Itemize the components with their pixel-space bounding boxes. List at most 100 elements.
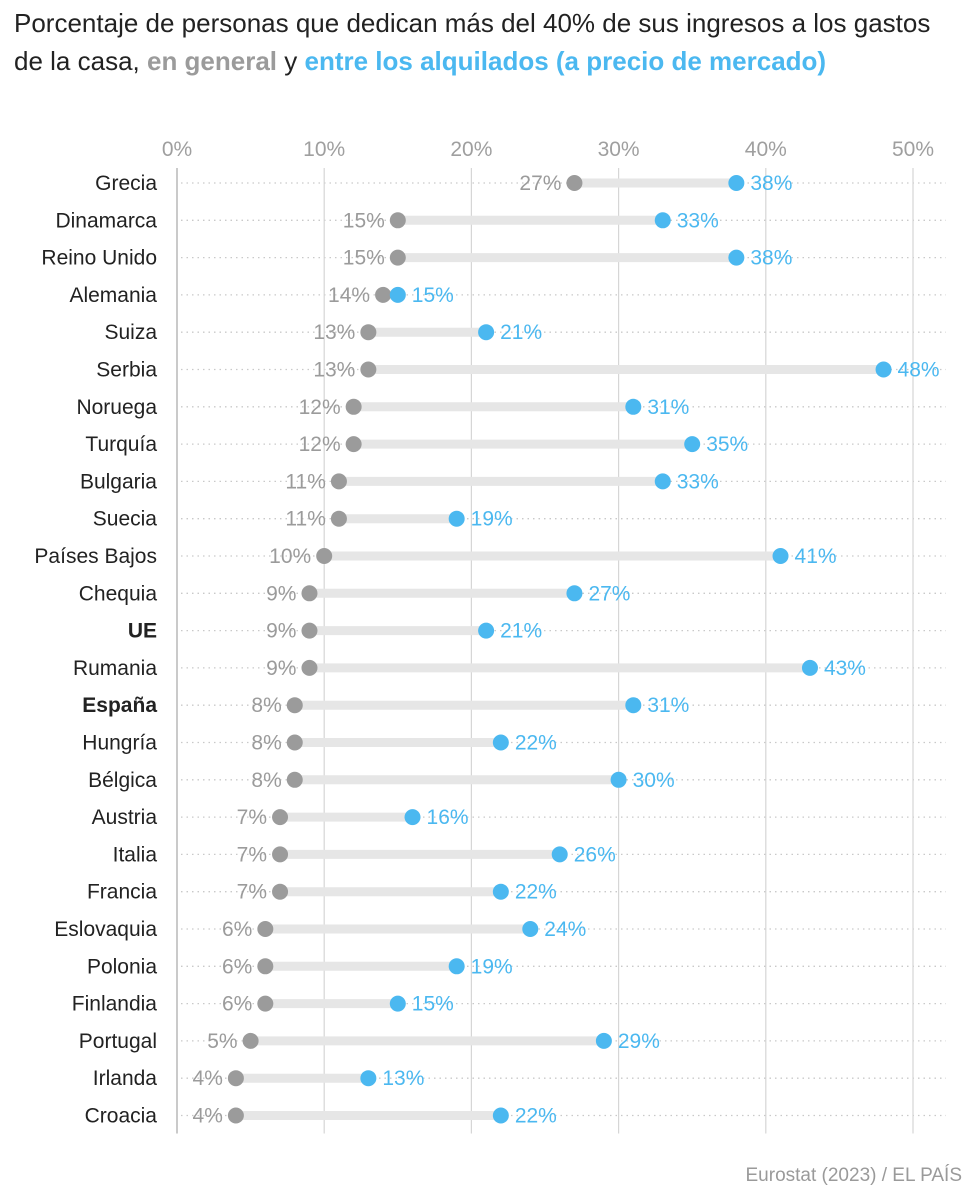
country-label: Rumania bbox=[73, 657, 157, 680]
dumbbell-row: Polonia 6% 19% bbox=[87, 955, 513, 978]
rent-dot bbox=[654, 473, 671, 490]
rent-value-label: 13% bbox=[382, 1067, 424, 1090]
general-dot bbox=[286, 771, 303, 788]
general-dot bbox=[257, 921, 274, 937]
rent-value-label: 30% bbox=[633, 769, 675, 792]
general-value-label: 6% bbox=[222, 955, 252, 978]
general-value-label: 8% bbox=[251, 769, 281, 792]
dumbbell-row: Bélgica 8% 30% bbox=[88, 769, 675, 792]
dumbbell-row: Austria 7% 16% bbox=[92, 806, 469, 829]
general-value-label: 13% bbox=[313, 321, 355, 344]
country-label: Serbia bbox=[96, 359, 157, 382]
general-value-label: 13% bbox=[313, 359, 355, 382]
rent-dot bbox=[492, 883, 509, 900]
rent-dot bbox=[492, 734, 509, 751]
general-dot bbox=[389, 212, 406, 229]
general-value-label: 9% bbox=[266, 620, 296, 643]
rent-value-label: 19% bbox=[471, 508, 513, 531]
rent-dot bbox=[389, 286, 406, 303]
x-axis: 0% 10% 20% 30% 40% 50% bbox=[162, 138, 934, 161]
x-tick-label: 20% bbox=[450, 138, 492, 161]
x-tick-label: 40% bbox=[745, 138, 787, 161]
rent-dot bbox=[801, 659, 818, 676]
rent-dot bbox=[389, 995, 406, 1012]
general-dot bbox=[330, 510, 347, 527]
country-label: Alemania bbox=[69, 284, 157, 307]
general-value-label: 8% bbox=[251, 732, 281, 755]
general-value-label: 9% bbox=[266, 582, 296, 605]
general-dot bbox=[360, 324, 377, 341]
general-value-label: 6% bbox=[222, 993, 252, 1016]
country-label: Croacia bbox=[85, 1105, 158, 1128]
country-label: Portugal bbox=[79, 1030, 157, 1053]
rent-value-label: 27% bbox=[588, 582, 630, 605]
x-tick-label: 0% bbox=[162, 138, 192, 161]
general-value-label: 10% bbox=[269, 545, 311, 568]
dumbbell-row: Alemania 14% 15% bbox=[69, 284, 453, 307]
dumbbell-row: Croacia 4% 22% bbox=[85, 1105, 557, 1128]
rent-dot bbox=[875, 361, 892, 378]
country-label: Suiza bbox=[104, 321, 157, 344]
country-label: Polonia bbox=[87, 955, 157, 978]
general-value-label: 7% bbox=[237, 881, 267, 904]
title-prefix: Porcentaje de personas que dedican más d… bbox=[14, 8, 931, 76]
rent-dot bbox=[595, 1032, 612, 1049]
rent-value-label: 29% bbox=[618, 1030, 660, 1053]
dumbbell-row: Grecia 27% 38% bbox=[95, 172, 792, 195]
rows-layer: Grecia 27% 38% Dinamarca 15% 33% Reino Unido 15… bbox=[34, 172, 939, 1128]
country-label: Austria bbox=[92, 806, 158, 829]
rent-value-label: 48% bbox=[898, 359, 940, 382]
x-tick-label: 10% bbox=[303, 138, 345, 161]
general-dot bbox=[272, 809, 289, 826]
general-dot bbox=[227, 1107, 244, 1124]
rent-dot bbox=[448, 958, 465, 975]
dumbbell-row: Dinamarca 15% 33% bbox=[55, 209, 718, 232]
rent-dot bbox=[625, 697, 642, 714]
rent-value-label: 19% bbox=[471, 955, 513, 978]
title-general-legend: en general bbox=[146, 46, 278, 76]
general-value-label: 14% bbox=[328, 284, 370, 307]
dumbbell-row: Rumania 9% 43% bbox=[73, 657, 866, 680]
rent-value-label: 15% bbox=[412, 284, 454, 307]
rent-value-label: 35% bbox=[706, 433, 748, 456]
x-tick-label: 30% bbox=[598, 138, 640, 161]
country-label: Turquía bbox=[85, 433, 157, 456]
general-value-label: 12% bbox=[299, 433, 341, 456]
dumbbell-row: Chequia 9% 27% bbox=[79, 582, 631, 605]
x-tick-label: 50% bbox=[892, 138, 934, 161]
general-dot bbox=[301, 659, 318, 676]
rent-dot bbox=[728, 175, 745, 191]
rent-value-label: 38% bbox=[750, 247, 792, 270]
title-rent-legend: entre los alquilados (a precio de mercad… bbox=[304, 46, 827, 76]
general-dot bbox=[345, 398, 362, 415]
dumbbell-row: Francia 7% 22% bbox=[87, 881, 557, 904]
rent-value-label: 31% bbox=[647, 694, 689, 717]
general-dot bbox=[375, 286, 392, 303]
dumbbell-row: Hungría 8% 22% bbox=[82, 732, 557, 755]
country-label: Reino Unido bbox=[41, 247, 157, 270]
rent-dot bbox=[625, 398, 642, 415]
rent-dot bbox=[360, 1070, 377, 1087]
rent-dot bbox=[404, 809, 421, 826]
general-dot bbox=[316, 548, 333, 564]
general-value-label: 6% bbox=[222, 918, 252, 941]
rent-value-label: 22% bbox=[515, 1105, 557, 1128]
chart-title: Porcentaje de personas que dedican más d… bbox=[14, 4, 954, 80]
dumbbell-row: Suecia 11% 19% bbox=[93, 508, 513, 531]
grid-layer bbox=[176, 168, 946, 1134]
rent-dot bbox=[684, 436, 701, 453]
country-label: Finlandia bbox=[72, 993, 158, 1016]
dumbbell-row: Italia 7% 26% bbox=[113, 843, 616, 866]
rent-value-label: 16% bbox=[427, 806, 469, 829]
dumbbell-row: Bulgaria 11% 33% bbox=[80, 470, 719, 493]
general-value-label: 11% bbox=[285, 508, 325, 531]
general-dot bbox=[330, 473, 347, 490]
rent-dot bbox=[728, 249, 745, 266]
country-label: UE bbox=[128, 620, 157, 643]
rent-value-label: 22% bbox=[515, 881, 557, 904]
general-dot bbox=[389, 249, 406, 266]
country-label: España bbox=[82, 694, 157, 717]
rent-value-label: 43% bbox=[824, 657, 866, 680]
